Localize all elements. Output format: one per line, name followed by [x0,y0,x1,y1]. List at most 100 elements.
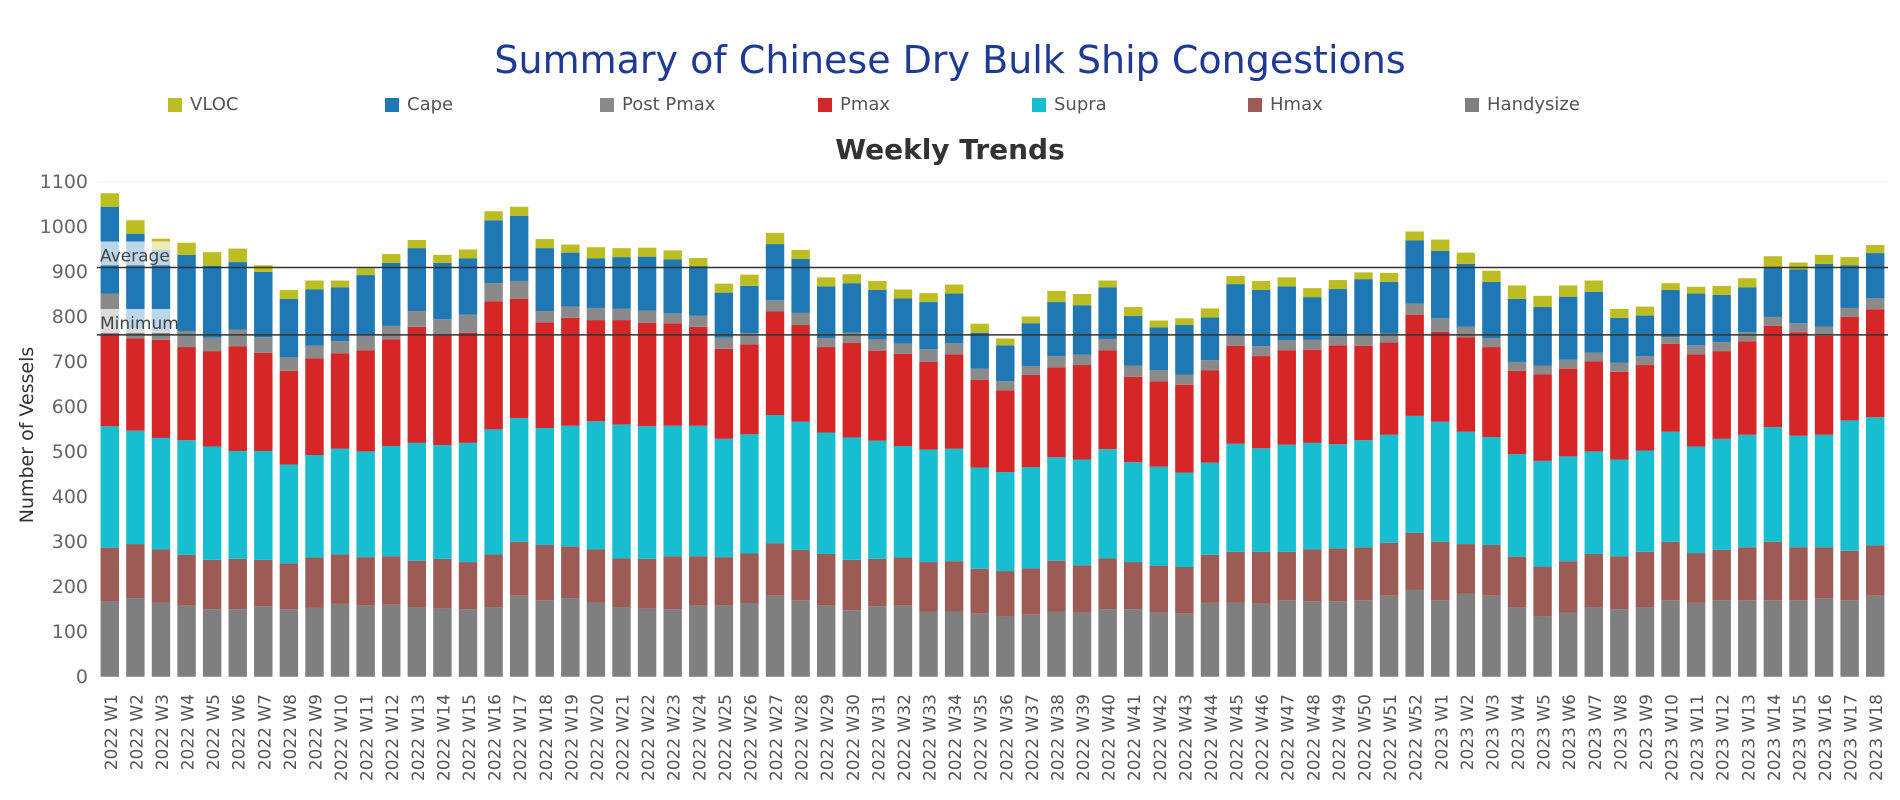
bar-segment-cape [509,215,529,281]
chart-legend: VLOC Cape Post Pmax Pmax Supra Hmax Handysize [0,94,1900,118]
bar-segment-hmax [458,562,478,610]
bar-segment-pmax [1379,342,1399,435]
bar-segment-pmax [970,379,989,468]
legend-label: Cape [407,94,454,115]
x-tick-label: 2022 W23 [665,694,685,781]
reference-line-label-bg [97,241,177,266]
bar-segment-handysize [791,600,810,677]
bar-segment-supra [1738,434,1757,548]
bar-segment-supra [944,448,964,562]
legend-item-supra[interactable]: Supra [1032,94,1107,115]
bar-segment-vloc [1789,262,1808,270]
bar-segment-hmax [842,559,861,611]
bar-segment-supra [177,440,196,555]
bar-segment-vloc [1635,306,1655,316]
bar-segment-supra [1021,467,1041,569]
legend-item-handysize[interactable]: Handysize [1465,94,1580,115]
legend-item-post-pmax[interactable]: Post Pmax [600,94,715,115]
legend-item-hmax[interactable]: Hmax [1248,94,1323,115]
bar-segment-pmax [151,339,171,438]
x-tick-label: 2022 W9 [306,694,326,770]
bar-segment-handysize [1610,609,1629,677]
bar-segment-cape [1456,263,1476,327]
bar-segment-pmax [1482,347,1501,438]
bar-segment-cape [484,220,503,284]
bar-segment-cape [612,257,631,309]
bar-segment-handysize [1584,607,1603,677]
bar-segment-vloc [996,338,1015,346]
y-tick-label: 300 [52,531,88,553]
x-tick-label: 2023 W11 [1688,694,1708,781]
bar-segment-hmax [1456,544,1476,594]
bar-segment-pmax [1431,331,1450,422]
bar-segment-hmax [1789,547,1808,601]
bar-segment-handysize [1149,612,1169,677]
bar-segment-cape [228,262,247,330]
bar-segment-handysize [458,609,478,677]
x-tick-label: 2022 W14 [434,694,454,781]
bar-segment-handysize [816,605,836,677]
bar-segment-handysize [663,609,682,677]
bar-segment-supra [1533,460,1552,567]
bar-segment-post-pmax [1354,335,1373,346]
bar-segment-vloc [791,249,810,259]
bar-segment-post-pmax [740,333,759,345]
x-tick-label: 2023 W7 [1586,694,1606,770]
x-tick-label: 2022 W5 [204,694,224,770]
bar-segment-post-pmax [254,337,273,353]
x-tick-label: 2022 W8 [281,694,301,770]
bar-segment-vloc [1738,278,1757,288]
legend-swatch [168,97,182,112]
x-tick-label: 2022 W24 [690,694,710,781]
bar-segment-vloc [1277,277,1296,287]
bar-segment-hmax [663,556,682,610]
bar-segment-handysize [1303,601,1322,677]
bar-segment-post-pmax [177,331,196,348]
bar-segment-pmax [1200,370,1220,463]
bar-segment-supra [816,432,836,554]
bar-segment-handysize [1098,609,1117,677]
bar-segment-hmax [382,556,401,605]
bar-segment-supra [407,442,427,561]
bar-segment-pmax [1021,374,1041,468]
bar-segment-hmax [1047,560,1066,612]
bar-segment-supra [1840,420,1859,551]
bar-segment-supra [663,425,682,557]
bar-segment-handysize [740,602,759,677]
bar-segment-supra [1584,451,1603,554]
bar-segment-hmax [1533,566,1552,617]
bar-segment-vloc [202,252,222,266]
bar-segment-post-pmax [663,313,682,324]
x-tick-label: 2022 W46 [1253,694,1273,781]
bar-segment-cape [1712,294,1731,343]
bar-segment-cape [433,262,452,320]
bar-segment-supra [919,449,938,563]
x-tick-label: 2023 W1 [1432,694,1452,770]
chart-title: Summary of Chinese Dry Bulk Ship Congest… [494,38,1406,82]
bar-segment-hmax [1840,550,1859,601]
bar-segment-vloc [535,239,554,249]
legend-swatch [1032,97,1046,112]
bar-segment-vloc [1712,285,1731,295]
bar-segment-post-pmax [305,345,324,359]
bar-segment-post-pmax [1405,303,1424,315]
x-tick-label: 2022 W49 [1330,694,1350,781]
bar-segment-hmax [151,549,171,603]
bar-segment-cape [407,248,427,312]
legend-item-vloc[interactable]: VLOC [168,94,238,115]
x-tick-label: 2022 W42 [1151,694,1171,781]
legend-item-cape[interactable]: Cape [385,94,453,115]
bar-segment-cape [1098,287,1117,339]
bar-segment-supra [1379,434,1399,543]
legend-item-pmax[interactable]: Pmax [818,94,890,115]
bar-segment-cape [1507,298,1527,362]
bar-segment-supra [1226,443,1245,552]
bar-segment-hmax [1814,547,1834,599]
bar-segment-vloc [714,283,734,293]
bar-segment-handysize [1021,614,1041,677]
bar-segment-vloc [637,247,657,257]
x-tick-label: 2022 W26 [741,694,761,781]
x-tick-label: 2023 W3 [1483,694,1503,770]
bar-segment-hmax [228,558,247,610]
bar-segment-vloc [1533,295,1552,308]
